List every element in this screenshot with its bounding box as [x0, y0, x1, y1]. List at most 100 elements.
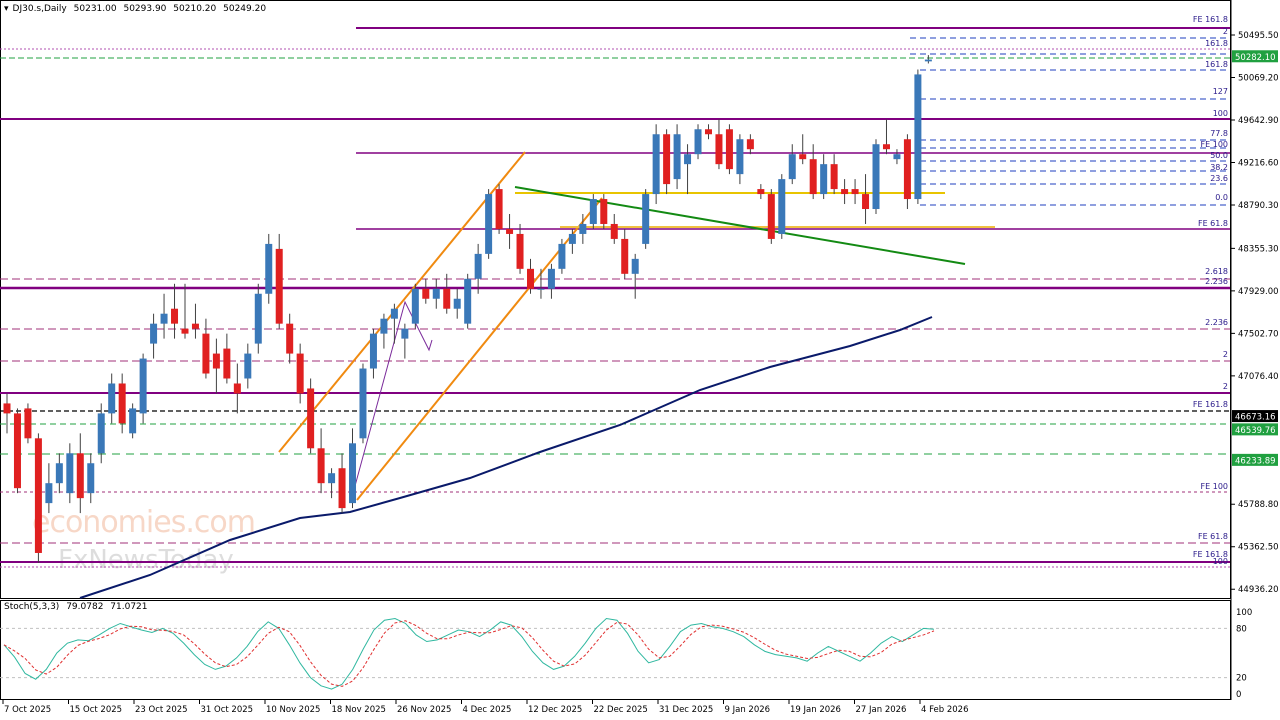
candle-body-34: [359, 368, 367, 439]
candle-body-88: [924, 59, 932, 62]
candle-body-40: [422, 288, 430, 299]
candle-body-20: [212, 353, 220, 369]
date-tick-label-12: 19 Jan 2026: [790, 705, 841, 715]
price-tick-label-2: 49642.90: [1238, 116, 1279, 126]
fib-label-5: 100: [1213, 109, 1228, 118]
candle-body-26: [275, 248, 283, 324]
fib-label-4: 127: [1213, 87, 1228, 96]
candle-body-79: [830, 164, 838, 190]
candle-body-60: [631, 258, 639, 274]
candle-body-25: [265, 243, 273, 294]
ohlc-open: 50231.00: [73, 4, 117, 14]
date-tick-label-9: 22 Dec 2025: [594, 705, 648, 715]
candle-body-85: [893, 154, 901, 160]
fib-label-13: 2.618: [1205, 267, 1228, 276]
candle-body-6: [66, 453, 74, 494]
candle-body-9: [97, 413, 105, 454]
chart-symbol: DJ30.s,Daily: [12, 4, 67, 14]
candle-body-81: [851, 189, 859, 195]
candle-body-84: [882, 144, 890, 150]
candle-body-8: [87, 463, 95, 494]
candle-body-5: [55, 463, 63, 484]
candle-body-66: [694, 129, 702, 155]
chart-header-symbol-icon: ▾: [4, 4, 9, 14]
candle-body-55: [579, 223, 587, 234]
ohlc-high: 50293.90: [123, 4, 167, 14]
candle-body-43: [453, 298, 461, 309]
fib-label-18: FE 161.8: [1193, 400, 1228, 409]
ohlc-low: 50210.20: [173, 4, 217, 14]
fib-label-10: 23.6: [1210, 174, 1228, 183]
candle-body-37: [390, 308, 398, 319]
channel-upper-line: [278, 151, 526, 453]
candle-body-65: [684, 154, 692, 165]
date-tick-label-1: 15 Oct 2025: [70, 705, 123, 715]
candle-body-86: [903, 139, 911, 200]
candle-body-48: [506, 228, 514, 234]
watermark-economies: economies.com: [32, 505, 256, 540]
candle-body-15: [160, 313, 168, 324]
stoch-tick-label-3: 0: [1236, 690, 1241, 700]
candle-body-58: [610, 223, 618, 239]
fib-label-21: FE 161.8: [1193, 550, 1228, 559]
price-tick-label-6: 47929.00: [1238, 287, 1279, 297]
candle-body-27: [286, 323, 294, 354]
candle-body-23: [244, 353, 252, 379]
candle-body-32: [338, 468, 346, 509]
fib-label-17: 2: [1223, 382, 1228, 391]
date-tick-label-5: 18 Nov 2025: [332, 705, 386, 715]
stoch-tick-label-1: 80: [1236, 624, 1247, 634]
candle-body-4: [45, 483, 53, 504]
candle-body-47: [495, 189, 503, 229]
candle-body-64: [673, 134, 681, 180]
candle-body-62: [652, 134, 660, 195]
candle-body-87: [914, 74, 922, 200]
price-badge-bg-2: [1232, 423, 1278, 436]
candle-body-71: [746, 139, 754, 150]
fib-label-6: 77.8: [1210, 129, 1228, 138]
candle-body-42: [443, 288, 451, 309]
candle-body-54: [568, 233, 576, 244]
purple-swing-line: [351, 300, 433, 498]
candle-body-70: [736, 139, 744, 175]
candle-body-56: [589, 199, 597, 224]
candle-body-67: [704, 129, 712, 135]
candle-body-38: [401, 328, 409, 339]
chart-header: ▾ DJ30.s,Daily 50231.00 50293.90 50210.20…: [4, 4, 270, 14]
date-tick-label-2: 23 Oct 2025: [135, 705, 188, 715]
candle-body-21: [223, 348, 231, 379]
price-badge-2: 46539.76: [1235, 426, 1276, 436]
stoch-d-value: 71.0721: [110, 602, 148, 612]
stoch-pane-frame: [0, 600, 1231, 700]
candle-body-80: [841, 189, 849, 195]
date-tick-label-13: 27 Jan 2026: [856, 705, 907, 715]
watermark-fxnewstoday: FxNewsToday: [58, 545, 234, 575]
price-tick-label-10: 45362.50: [1238, 543, 1279, 553]
candle-body-68: [715, 134, 723, 165]
candle-body-3: [34, 438, 42, 553]
candle-body-19: [202, 333, 210, 374]
price-badge-bg-1: [1232, 410, 1278, 423]
price-tick-label-1: 50069.20: [1238, 74, 1279, 84]
date-tick-label-10: 31 Dec 2025: [659, 705, 713, 715]
candle-body-10: [108, 383, 116, 414]
candle-body-74: [778, 179, 786, 234]
fib-label-22: 100: [1213, 557, 1228, 566]
candle-body-18: [191, 323, 199, 329]
candle-body-31: [328, 473, 336, 484]
price-badge-bg-0: [1232, 50, 1278, 63]
price-tick-label-4: 48790.30: [1238, 201, 1279, 211]
price-tick-label-3: 49216.60: [1238, 159, 1279, 169]
candle-body-77: [809, 159, 817, 195]
candle-body-28: [296, 353, 304, 394]
fib-label-1: 2: [1223, 27, 1228, 36]
price-tick-label-8: 47076.40: [1238, 372, 1279, 382]
price-tick-label-7: 47502.70: [1238, 329, 1279, 339]
candle-body-16: [171, 308, 179, 324]
candle-body-11: [118, 383, 126, 424]
candle-body-41: [432, 288, 440, 299]
candle-body-45: [474, 253, 482, 279]
candle-body-51: [537, 288, 545, 290]
date-tick-label-0: 7 Oct 2025: [4, 705, 51, 715]
